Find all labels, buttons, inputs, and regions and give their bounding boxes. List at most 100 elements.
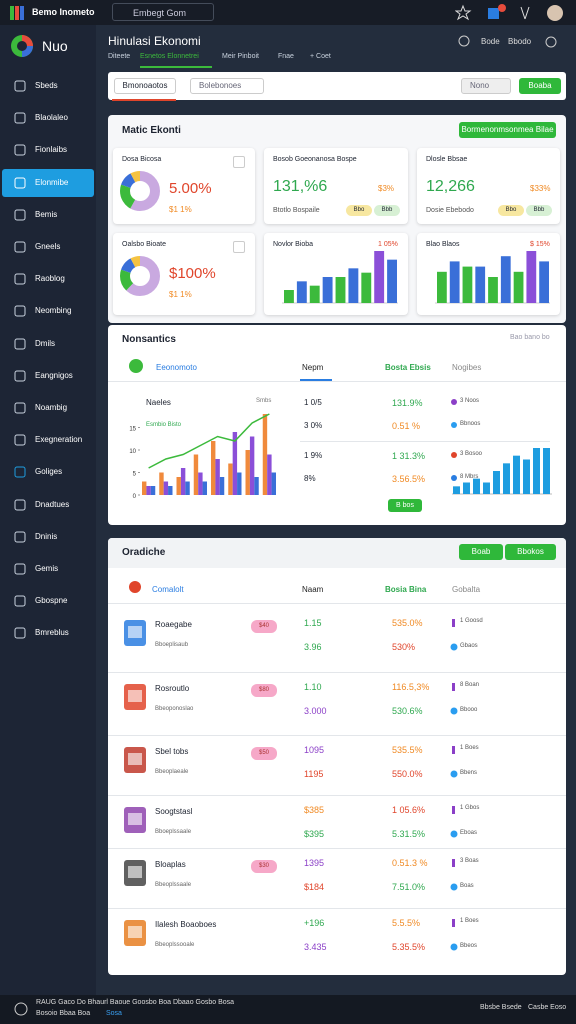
search[interactable]: Embegt Gom	[112, 3, 214, 21]
nav-item[interactable]: Neombing	[35, 306, 72, 316]
kpi-menu[interactable]	[233, 156, 245, 168]
nav-item[interactable]: Elonmibe	[35, 177, 69, 187]
button[interactable]: Bormenonmsonmea Bilae	[459, 122, 556, 138]
cell: 0.51 %	[392, 421, 421, 431]
panel-title: Nonsantics	[122, 334, 176, 345]
panel-title: Oradiche	[122, 547, 166, 558]
tab[interactable]: Meir Pinboit	[222, 53, 259, 60]
trend-line	[148, 413, 270, 469]
nav-item[interactable]: Dnadtues	[35, 499, 70, 509]
percent: 550.0%	[392, 769, 423, 779]
value: 3.96	[304, 642, 322, 652]
column-header: Comalolt	[152, 585, 184, 594]
nav-item[interactable]: Eangnigos	[35, 370, 73, 380]
select[interactable]: Nono	[461, 78, 511, 94]
cell: 3 0%	[304, 421, 323, 430]
item-name: Soogtstasl	[155, 807, 193, 816]
icon-shape	[14, 144, 26, 156]
icon-shape	[14, 402, 26, 414]
icon-shape	[14, 434, 26, 446]
nav-item[interactable]: Fionlaibs	[35, 145, 68, 155]
action[interactable]: Bbodo	[508, 37, 532, 46]
donut	[120, 256, 160, 296]
bar	[500, 256, 511, 303]
nav-item[interactable]: Goliges	[35, 467, 63, 477]
tab[interactable]: Fnae	[278, 53, 294, 60]
nav-icon	[14, 402, 26, 414]
button[interactable]: Boab	[459, 544, 503, 560]
tag-icon	[450, 859, 458, 891]
dot	[451, 422, 457, 428]
kpi-menu[interactable]	[233, 241, 245, 253]
nav-item[interactable]: Sbeds	[35, 81, 58, 90]
footer-text: RAUG Gaco Do Bhaurl Baoue Goosbo Boa Dba…	[36, 999, 235, 1006]
chart-legend: Esmbio Bisto	[146, 422, 182, 428]
cell: 3.56.5%	[392, 474, 426, 484]
bar	[488, 277, 498, 303]
kpi-delta: $33%	[530, 184, 551, 193]
button[interactable]: B bos	[388, 499, 422, 512]
tag: Bbeos	[460, 943, 478, 949]
tab[interactable]: Diteete	[108, 53, 131, 60]
donut-segment	[120, 171, 160, 211]
tag: 8 Boan	[460, 682, 480, 688]
action[interactable]: Bode	[481, 37, 500, 46]
bar	[483, 482, 490, 494]
top-icons	[455, 4, 563, 21]
bar	[254, 477, 259, 495]
row-divider	[108, 848, 566, 849]
bar	[211, 441, 216, 495]
badge: $30	[251, 860, 277, 873]
item-sub: Bbeoplaeale	[155, 769, 189, 775]
footer-link[interactable]: Sosa	[106, 1010, 122, 1017]
nav-item[interactable]: Exegneration	[35, 435, 83, 445]
icon-shape	[14, 209, 26, 221]
button[interactable]: Bbokos	[505, 544, 556, 560]
select[interactable]: Bolebonoes	[190, 78, 264, 94]
chart-corner: Smbs	[256, 398, 272, 404]
column-header: Eeonomoto	[156, 363, 197, 372]
bar	[249, 436, 255, 495]
kpi-delta: $3%	[378, 184, 395, 193]
nav-item[interactable]: Bemis	[35, 209, 58, 219]
nav-item[interactable]: Noambig	[35, 403, 68, 412]
cell: 8%	[304, 474, 316, 483]
nav-item[interactable]: Dninis	[35, 531, 58, 541]
value: 1.10	[304, 682, 322, 692]
value: 1.15	[304, 618, 322, 628]
nav-item[interactable]: Bmreblus	[35, 628, 69, 638]
nav-item[interactable]: Blaolaleo	[35, 113, 68, 123]
icon-shape	[129, 581, 141, 593]
bar	[271, 472, 276, 495]
nav-item[interactable]: Gbospne	[35, 596, 68, 606]
toolbar-tab[interactable]: Bmonoaotos	[114, 78, 176, 94]
tab[interactable]: + Coet	[310, 53, 331, 60]
bar	[526, 251, 537, 303]
nav-icon	[14, 112, 26, 124]
cell: 3 Bosoo	[460, 451, 483, 457]
percent: 116.5,3%	[392, 682, 430, 692]
item-name: Sbel tobs	[155, 747, 189, 756]
nav-icon	[14, 627, 26, 639]
tag: 1 Goosd	[460, 618, 483, 624]
nav-icon	[14, 338, 26, 350]
bar	[462, 266, 473, 303]
nav-item[interactable]: Raoblog	[35, 274, 65, 284]
row-icon	[129, 359, 143, 373]
bar	[453, 486, 460, 494]
nav-item[interactable]: Gemis	[35, 564, 59, 573]
refresh-icon[interactable]	[544, 35, 558, 49]
icon-shape	[450, 830, 458, 838]
nav-icon	[14, 434, 26, 446]
product-icon	[124, 860, 146, 886]
kpi-card	[113, 233, 255, 315]
icon-shape	[14, 499, 26, 511]
dot	[451, 399, 457, 405]
nav-item[interactable]: Gneels	[35, 242, 61, 251]
bar	[513, 455, 520, 494]
icon-shape	[14, 627, 26, 639]
button[interactable]: Boaba	[519, 78, 561, 94]
footer-text: Casbe Eoso	[528, 1004, 567, 1011]
tab[interactable]: Esnetos Elonnetrei	[140, 53, 199, 60]
nav-item[interactable]: Dmils	[35, 338, 55, 348]
